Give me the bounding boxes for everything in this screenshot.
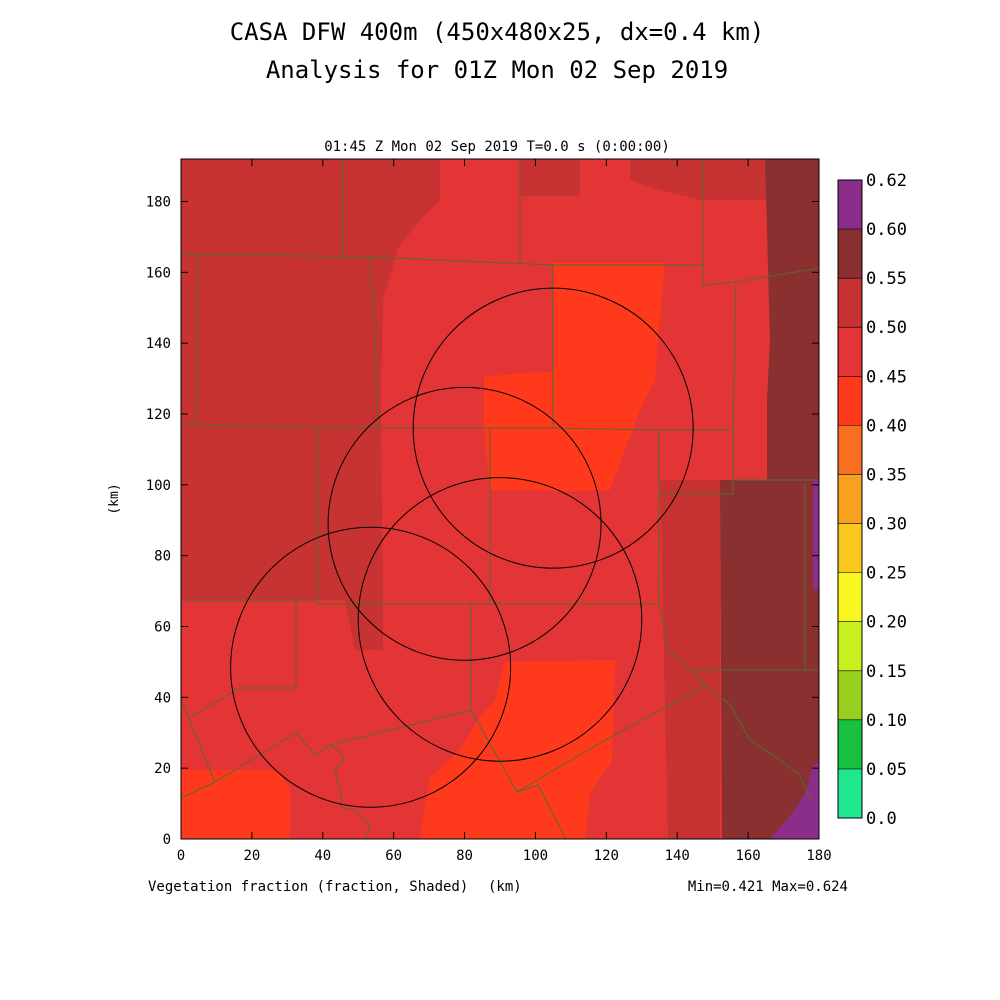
colorbar-swatch	[838, 621, 862, 671]
shaded-field	[181, 159, 819, 839]
colorbar-tick-label: 0.25	[866, 564, 907, 584]
field-region-south-core	[420, 660, 615, 839]
x-tick-label: 20	[243, 848, 260, 864]
title-line-2: Analysis for 01Z Mon 02 Sep 2019	[266, 56, 728, 84]
colorbar-tick-label: 0.05	[866, 760, 907, 780]
y-axis-label: (km)	[107, 483, 122, 514]
x-tick-label: 180	[806, 848, 831, 864]
county-line	[181, 253, 371, 258]
x-tick-label: 160	[735, 848, 760, 864]
colorbar-tick-label: 0.62	[866, 171, 907, 191]
colorbar-swatch	[838, 376, 862, 426]
plot-subtitle: 01:45 Z Mon 02 Sep 2019 T=0.0 s (0:00:00…	[324, 139, 670, 155]
y-tick-label: 120	[146, 407, 171, 423]
county-line	[369, 256, 379, 429]
field-region-east-dark	[720, 480, 819, 839]
county-line	[181, 781, 216, 799]
plot-frame	[180, 158, 820, 840]
county-boundaries	[181, 159, 819, 839]
y-tick-label: 160	[146, 265, 171, 281]
plot-area	[181, 159, 819, 839]
field-region-north-core	[484, 263, 665, 492]
x-axis: 0 20 40 60 80 100 120 140 160 180	[177, 159, 832, 864]
colorbar: 0.0 0.05 0.10 0.15 0.20 0.25 0.30 0.35 0.40 0.45 0…	[837, 171, 907, 829]
colorbar-swatch	[838, 572, 862, 622]
county-line	[369, 256, 819, 286]
colorbar-tick-label: 0.45	[866, 367, 907, 387]
colorbar-swatch	[838, 180, 862, 230]
colorbar-tick-label: 0.30	[866, 515, 907, 535]
x-tick-label: 40	[314, 848, 331, 864]
colorbar-tick-label: 0.15	[866, 662, 907, 682]
colorbar-tick-label: 0.40	[866, 416, 907, 436]
field-region-east-edge-purple	[813, 480, 819, 590]
x-tick-label: 60	[385, 848, 402, 864]
y-tick-label: 180	[146, 195, 171, 211]
field-region-north-block	[520, 159, 580, 196]
radar-ring-2	[327, 386, 602, 661]
colorbar-tick-label: 0.35	[866, 465, 907, 485]
radar-ring-4	[230, 526, 512, 808]
colorbar-swatch	[838, 474, 862, 524]
y-tick-label: 80	[154, 549, 171, 565]
y-tick-label: 100	[146, 478, 171, 494]
y-tick-label: 140	[146, 336, 171, 352]
x-axis-unit-label: (km)	[488, 879, 522, 895]
colorbar-tick-label: 0.55	[866, 269, 907, 289]
county-line	[181, 699, 371, 839]
county-line	[195, 253, 199, 425]
county-line	[181, 600, 659, 605]
y-axis: 0 20 40 60 80 100 120 140 160 180	[146, 195, 819, 848]
county-line	[659, 479, 819, 495]
x-tick-label: 0	[177, 848, 185, 864]
colorbar-tick-label: 0.50	[866, 318, 907, 338]
x-tick-label: 140	[665, 848, 690, 864]
colorbar-swatch	[838, 229, 862, 279]
x-tick-label: 80	[456, 848, 473, 864]
county-line	[516, 684, 707, 793]
colorbar-swatch	[838, 425, 862, 475]
field-label: Vegetation fraction (fraction, Shaded)	[148, 879, 468, 895]
y-tick-label: 0	[163, 832, 171, 848]
colorbar-tick-label: 0.60	[866, 220, 907, 240]
x-tick-label: 100	[523, 848, 548, 864]
min-max-readout: Min=0.421 Max=0.624	[688, 879, 848, 895]
colorbar-swatch	[838, 719, 862, 769]
radar-ring-1	[412, 287, 694, 569]
county-line	[658, 603, 811, 801]
county-line	[189, 687, 241, 718]
radar-range-rings	[230, 287, 694, 808]
field-region-east-strip	[660, 480, 720, 839]
y-tick-label: 40	[154, 690, 171, 706]
y-tick-label: 60	[154, 620, 171, 636]
field-region-sw-core	[181, 770, 290, 839]
county-line	[181, 423, 660, 431]
x-tick-label: 120	[594, 848, 619, 864]
colorbar-swatch	[838, 278, 862, 328]
colorbar-swatch	[838, 327, 862, 377]
colorbar-swatch	[838, 768, 862, 818]
y-tick-label: 20	[154, 761, 171, 777]
colorbar-tick-label: 0.10	[866, 711, 907, 731]
colorbar-tick-label: 0.20	[866, 613, 907, 633]
radar-ring-3	[357, 477, 643, 762]
colorbar-swatch	[838, 670, 862, 720]
colorbar-tick-label: 0.0	[866, 809, 897, 829]
title-line-1: CASA DFW 400m (450x480x25, dx=0.4 km)	[230, 18, 765, 46]
colorbar-swatch	[838, 523, 862, 573]
field-region-se-corner	[770, 760, 819, 839]
county-line	[240, 601, 297, 689]
